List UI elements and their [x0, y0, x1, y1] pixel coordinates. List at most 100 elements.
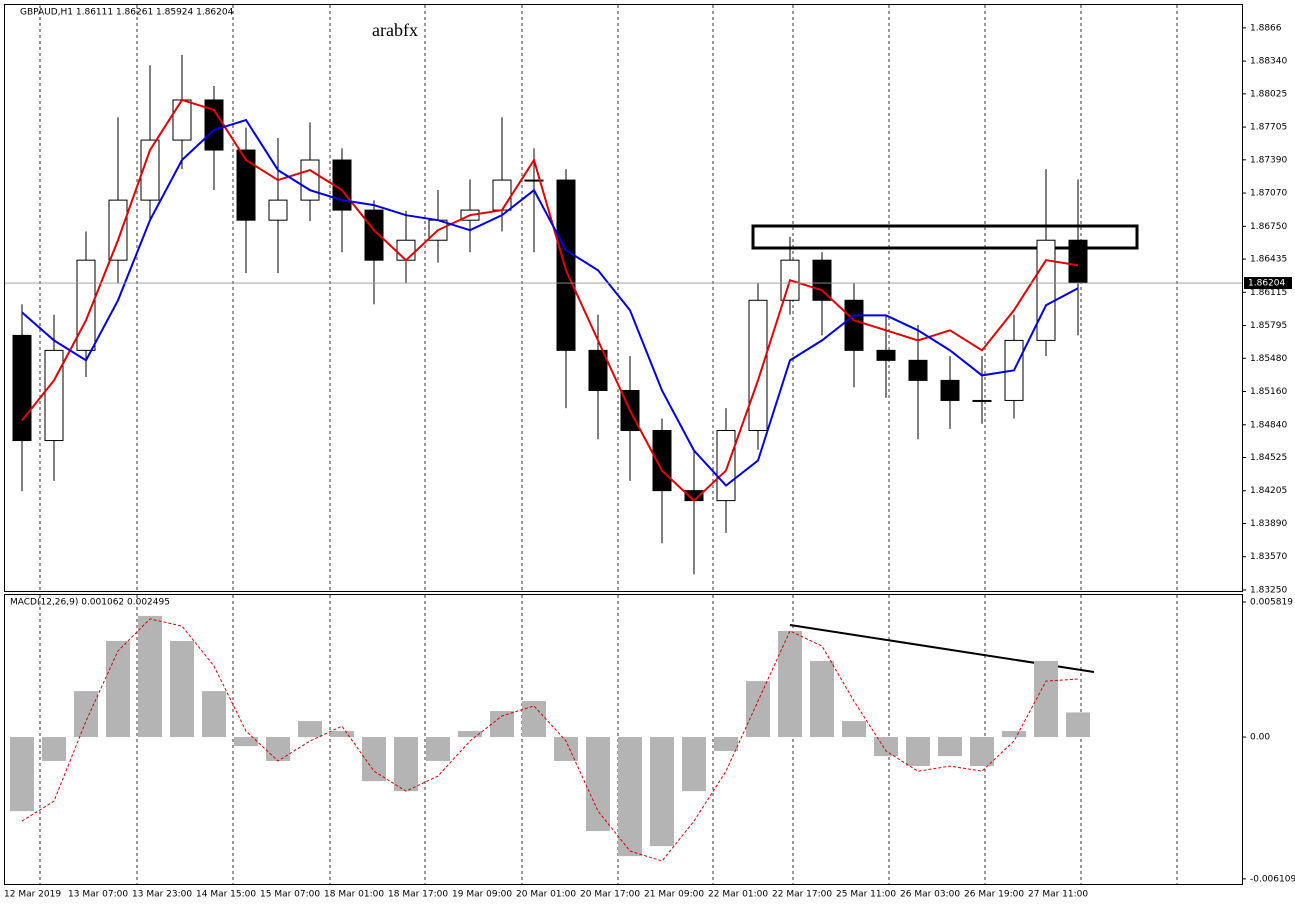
y-tick-label: 1.87070: [1250, 189, 1287, 199]
candle-body: [908, 359, 928, 381]
indicator-line: [21, 118, 1079, 487]
candle-body: [716, 429, 736, 502]
x-tick-label: 15 Mar 07:00: [260, 890, 320, 900]
x-tick-label: 13 Mar 23:00: [132, 890, 192, 900]
macd-bar: [842, 721, 866, 738]
y-tick-label: 1.86750: [1250, 222, 1287, 232]
macd-bar: [906, 737, 930, 767]
macd-bar: [202, 691, 226, 738]
y-tick-label: 1.8866: [1250, 23, 1282, 33]
candle-body: [972, 399, 992, 402]
macd-bar: [234, 737, 258, 747]
macd-bar: [74, 691, 98, 738]
y-tick-label: 1.83570: [1250, 552, 1287, 562]
y-tick-label: 1.85480: [1250, 354, 1287, 364]
x-tick-label: 21 Mar 09:00: [644, 890, 704, 900]
macd-bar: [586, 737, 610, 832]
candle-body: [588, 349, 608, 391]
x-tick-label: 18 Mar 01:00: [324, 890, 384, 900]
y-tick-label: 1.88340: [1250, 57, 1287, 67]
candle-body: [108, 199, 128, 261]
candle-body: [268, 199, 288, 221]
macd-bar: [1066, 712, 1090, 738]
macd-bar: [330, 731, 354, 738]
resistance-box: [751, 224, 1139, 250]
macd-bar: [682, 737, 706, 792]
x-tick-label: 14 Mar 15:00: [196, 890, 256, 900]
macd-bar: [938, 737, 962, 757]
y-tick-label: 0.005819: [1250, 597, 1293, 607]
candle-body: [492, 179, 512, 211]
macd-bar: [874, 737, 898, 757]
macd-bar: [298, 721, 322, 738]
macd-bar: [106, 640, 130, 738]
macd-bar: [970, 737, 994, 767]
candle-body: [556, 179, 576, 351]
y-tick-label: 1.84840: [1250, 420, 1287, 430]
macd-title: MACD(12,26,9) 0.001062 0.002495: [10, 598, 170, 608]
candle-body: [1068, 239, 1088, 284]
y-tick-label: 1.86435: [1250, 255, 1287, 265]
macd-bar: [10, 737, 34, 812]
candle-body: [844, 299, 864, 351]
candle-body: [812, 259, 832, 301]
macd-bar: [1002, 731, 1026, 738]
y-tick-label: -0.006109: [1250, 874, 1295, 884]
x-tick-label: 26 Mar 03:00: [900, 890, 960, 900]
candle-body: [524, 179, 544, 182]
y-tick-label: 1.84525: [1250, 453, 1287, 463]
y-tick-label: 1.88025: [1250, 89, 1287, 99]
x-tick-label: 13 Mar 07:00: [68, 890, 128, 900]
candle-body: [396, 239, 416, 261]
current-price-box: [1244, 277, 1292, 290]
x-tick-label: 26 Mar 19:00: [964, 890, 1024, 900]
macd-bar: [810, 660, 834, 738]
candle-body: [172, 99, 192, 141]
annotation: arabfx: [372, 20, 418, 40]
macd-bar: [618, 737, 642, 857]
macd-bar: [426, 737, 450, 761]
price-panel: [4, 4, 1243, 592]
x-tick-label: 27 Mar 11:00: [1028, 890, 1088, 900]
y-tick-label: 1.85795: [1250, 321, 1287, 331]
macd-bar: [170, 640, 194, 738]
y-tick-label: 0.00: [1250, 733, 1270, 743]
candle-body: [940, 379, 960, 401]
y-tick-label: 1.87390: [1250, 155, 1287, 165]
x-tick-label: 20 Mar 01:00: [516, 890, 576, 900]
macd-bar: [138, 615, 162, 738]
indicator-line: [21, 98, 1079, 502]
macd-panel: [4, 594, 1243, 885]
macd-bar: [42, 737, 66, 761]
x-tick-label: 18 Mar 17:00: [388, 890, 448, 900]
y-tick-label: 1.83250: [1250, 585, 1287, 595]
macd-bar: [522, 701, 546, 738]
y-tick-label: 1.83890: [1250, 519, 1287, 529]
macd-bar: [266, 737, 290, 761]
candle-body: [12, 334, 32, 442]
candle-body: [300, 159, 320, 201]
macd-bar: [746, 681, 770, 738]
y-tick-label: 1.85160: [1250, 387, 1287, 397]
signal-line: [21, 618, 1079, 862]
macd-bar: [714, 737, 738, 751]
x-tick-label: 22 Mar 17:00: [772, 890, 832, 900]
x-tick-label: 25 Mar 11:00: [836, 890, 896, 900]
macd-bar: [1034, 660, 1058, 738]
macd-bar: [458, 731, 482, 738]
candle-body: [236, 149, 256, 221]
candle-body: [1036, 239, 1056, 341]
chart-title: GBPAUD,H1 1.86111 1.86261 1.85924 1.8620…: [20, 8, 234, 18]
candle-body: [748, 299, 768, 431]
macd-bar: [650, 737, 674, 847]
current-price-label: 1.86204: [1248, 279, 1285, 289]
x-tick-label: 19 Mar 09:00: [452, 890, 512, 900]
y-tick-label: 1.84205: [1250, 486, 1287, 496]
candle-body: [140, 139, 160, 201]
y-tick-label: 1.86115: [1250, 288, 1287, 298]
x-tick-label: 20 Mar 17:00: [580, 890, 640, 900]
candle-body: [44, 349, 64, 442]
x-tick-label: 12 Mar 2019: [4, 890, 61, 900]
